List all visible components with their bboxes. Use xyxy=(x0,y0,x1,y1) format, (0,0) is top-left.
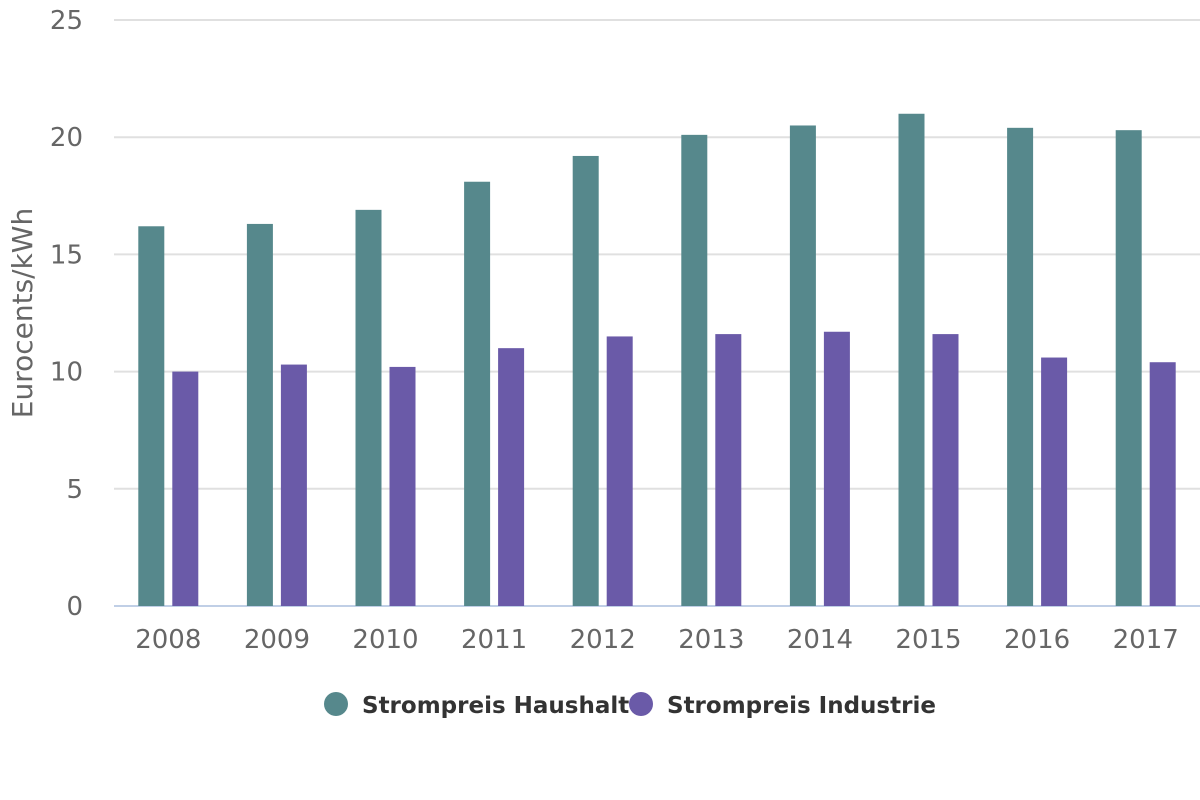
legend-marker xyxy=(324,692,348,716)
y-axis-title: Eurocents/kWh xyxy=(6,208,39,418)
x-tick-label: 2011 xyxy=(461,625,527,655)
legend-marker xyxy=(629,692,653,716)
y-tick-label: 0 xyxy=(66,592,83,622)
bar-haushalte-2009[interactable] xyxy=(246,223,273,607)
bar-haushalte-2014[interactable] xyxy=(789,125,816,606)
legend-item-industrie[interactable]: Strompreis Industrie xyxy=(629,692,936,719)
x-tick-label: 2012 xyxy=(570,625,636,655)
legend-item-haushalte[interactable]: Strompreis Haushalte xyxy=(324,692,645,719)
x-tick-label: 2013 xyxy=(678,625,744,655)
x-tick-label: 2009 xyxy=(244,625,310,655)
legend-label: Strompreis Industrie xyxy=(667,693,936,719)
y-tick-label: 5 xyxy=(66,475,83,505)
legend: Strompreis Haushalte Strompreis Industrie xyxy=(324,692,936,719)
bar-industrie-2010[interactable] xyxy=(389,366,416,606)
x-tick-label: 2008 xyxy=(135,625,201,655)
x-tick-label: 2010 xyxy=(352,625,418,655)
bar-industrie-2016[interactable] xyxy=(1041,357,1068,606)
bar-haushalte-2017[interactable] xyxy=(1115,130,1142,606)
bar-industrie-2009[interactable] xyxy=(280,364,307,606)
bars xyxy=(138,113,1176,607)
grid-lines xyxy=(114,19,1200,607)
legend-label: Strompreis Haushalte xyxy=(362,693,645,719)
bar-industrie-2011[interactable] xyxy=(498,348,525,606)
bar-industrie-2014[interactable] xyxy=(823,331,850,606)
bar-industrie-2008[interactable] xyxy=(172,371,199,606)
x-tick-label: 2015 xyxy=(895,625,961,655)
bar-haushalte-2012[interactable] xyxy=(572,155,599,606)
bar-haushalte-2011[interactable] xyxy=(464,181,491,606)
x-tick-label: 2014 xyxy=(787,625,853,655)
bar-haushalte-2013[interactable] xyxy=(681,134,708,606)
bar-industrie-2017[interactable] xyxy=(1149,362,1176,606)
y-tick-label: 10 xyxy=(50,358,83,388)
bar-industrie-2012[interactable] xyxy=(606,336,633,606)
x-tick-label: 2017 xyxy=(1113,625,1179,655)
bar-industrie-2015[interactable] xyxy=(932,334,959,606)
x-tick-label: 2016 xyxy=(1004,625,1070,655)
bar-haushalte-2015[interactable] xyxy=(898,113,925,606)
bar-haushalte-2016[interactable] xyxy=(1007,127,1034,606)
y-tick-label: 25 xyxy=(50,6,83,36)
y-tick-label: 15 xyxy=(50,240,83,270)
y-tick-label: 20 xyxy=(50,123,83,153)
bar-industrie-2013[interactable] xyxy=(715,334,742,606)
x-axis-ticks: 2008 2009 2010 2011 2012 2013 2014 2015 2016 2017 xyxy=(135,625,1179,655)
bar-haushalte-2008[interactable] xyxy=(138,226,165,606)
y-axis-ticks: 0 5 10 15 20 25 xyxy=(50,6,83,622)
bar-haushalte-2010[interactable] xyxy=(355,209,382,606)
